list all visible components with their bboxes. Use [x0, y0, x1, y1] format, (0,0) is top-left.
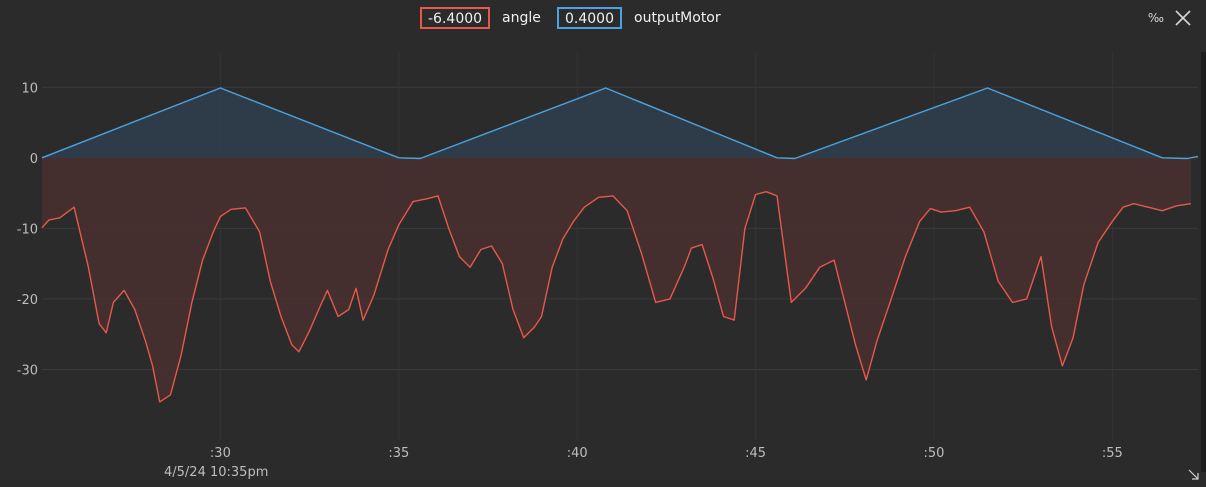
y-tick-label: 10: [21, 81, 38, 96]
series-fills: [42, 88, 1198, 402]
y-tick-label: -10: [17, 222, 38, 237]
legend: -6.4000 angle 0.4000 outputMotor: [0, 6, 1206, 30]
y-tick-label: -20: [17, 293, 38, 308]
legend-value-output-motor: 0.4000: [557, 7, 622, 29]
x-tick-label: :50: [924, 446, 945, 461]
x-tick-label: :45: [745, 446, 766, 461]
x-tick-label: :30: [210, 446, 231, 461]
legend-item-output-motor[interactable]: 0.4000 outputMotor: [557, 6, 721, 30]
series-line-outputmotor: [41, 87, 1199, 160]
x-tick-label: :35: [388, 446, 409, 461]
x-tick-label: :40: [567, 446, 588, 461]
series-lines: [41, 87, 1199, 403]
legend-name-output-motor: outputMotor: [634, 10, 721, 26]
series-line-angle: [41, 190, 1192, 403]
resize-grip-icon[interactable]: [1188, 469, 1200, 481]
y-axis-tick-labels: 10 0 -10 -20 -30: [17, 81, 38, 378]
top-controls: ‰: [1148, 6, 1192, 30]
x-tick-label: :55: [1102, 446, 1123, 461]
y-tick-label: 0: [30, 152, 38, 167]
series-area-angle: [42, 157, 1191, 402]
x-axis-tick-labels: :30 :35 :40 :45 :50 :55: [210, 446, 1123, 461]
legend-value-angle: -6.4000: [420, 7, 491, 29]
close-icon[interactable]: [1174, 9, 1192, 27]
date-label: 4/5/24 10:35pm: [164, 465, 269, 480]
series-area-outputmotor: [42, 88, 1198, 159]
legend-item-angle[interactable]: -6.4000 angle: [420, 6, 541, 30]
legend-name-angle: angle: [502, 10, 541, 26]
y-tick-label: -30: [17, 363, 38, 378]
permille-toggle-button[interactable]: ‰: [1147, 11, 1164, 25]
vertical-scrollbar[interactable]: [1201, 52, 1206, 472]
